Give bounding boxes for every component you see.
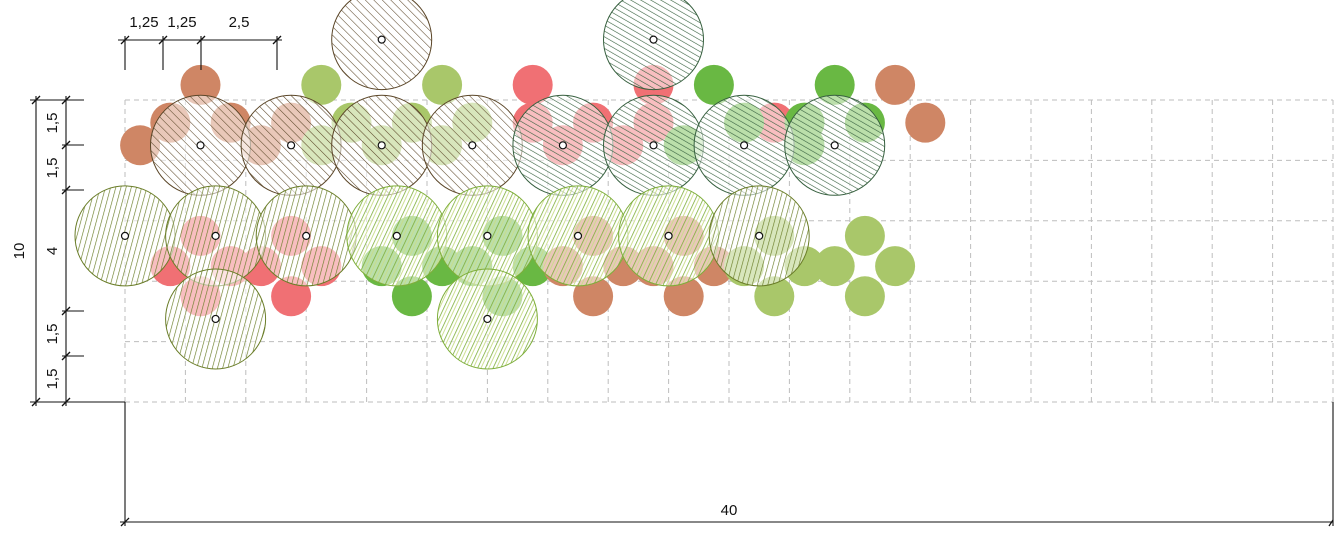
tree-dark-green [784, 94, 886, 196]
left-dimension-chain: 1,5 1,5 4 1,5 1,5 10 [11, 95, 125, 407]
salmon-shrub [180, 64, 221, 105]
light-green-shrub [844, 276, 885, 317]
dim-top-1: 1,25 [129, 14, 158, 31]
dim-left-3: 4 [44, 247, 61, 255]
tree-hatched-brown [331, 94, 433, 196]
tree-hatched-brown [150, 94, 251, 196]
tree-light-stripes [436, 185, 538, 287]
light-green-shrub [844, 215, 885, 256]
tree-hatched-brown [421, 94, 523, 196]
dim-left-5: 1,5 [44, 369, 61, 390]
dim-left-1: 1,5 [44, 113, 61, 134]
tree-hatched-brown [240, 94, 342, 196]
tree-olive-leafy [165, 185, 267, 287]
green-shrub [814, 64, 855, 105]
light-green-shrub [814, 246, 855, 287]
tree-olive-leafy [255, 185, 357, 287]
tree-light-stripes [618, 185, 720, 287]
dim-left-2: 1,5 [44, 158, 61, 179]
light-green-shrub [754, 276, 795, 317]
dim-top-3: 2,5 [229, 14, 250, 31]
salmon-shrub [120, 125, 161, 166]
pink-shrub [512, 64, 553, 105]
tree-light-stripes [527, 185, 629, 287]
tree-dark-green [512, 94, 614, 196]
salmon-shrub [905, 102, 946, 143]
light-green-shrub [422, 64, 463, 105]
light-green-shrub [875, 246, 916, 287]
tree-olive-leafy [74, 185, 176, 287]
tree-hatched-brown [331, 0, 433, 91]
bottom-dimension: 40 [120, 402, 1334, 527]
dim-total-width: 40 [721, 502, 738, 519]
salmon-shrub [663, 276, 704, 317]
tree-light-stripes [436, 268, 538, 370]
pink-shrub [271, 276, 312, 317]
salmon-shrub [875, 64, 916, 105]
tree-light-stripes [346, 185, 448, 287]
tree-dark-green [603, 0, 704, 91]
light-green-shrub [301, 64, 342, 105]
dim-top-2: 1,25 [167, 14, 196, 31]
top-dimension-chain: 1,25 1,25 2,5 [118, 14, 282, 70]
green-shrub [391, 276, 432, 317]
salmon-shrub [573, 276, 614, 317]
dim-left-4: 1,5 [44, 324, 61, 345]
tree-olive-leafy [165, 268, 267, 370]
green-shrub [693, 64, 734, 105]
tree-dark-green [603, 94, 704, 196]
tree-olive-leafy [708, 185, 810, 287]
tree-layer [74, 0, 886, 370]
dim-total-height: 10 [11, 243, 28, 260]
tree-dark-green [693, 94, 795, 196]
